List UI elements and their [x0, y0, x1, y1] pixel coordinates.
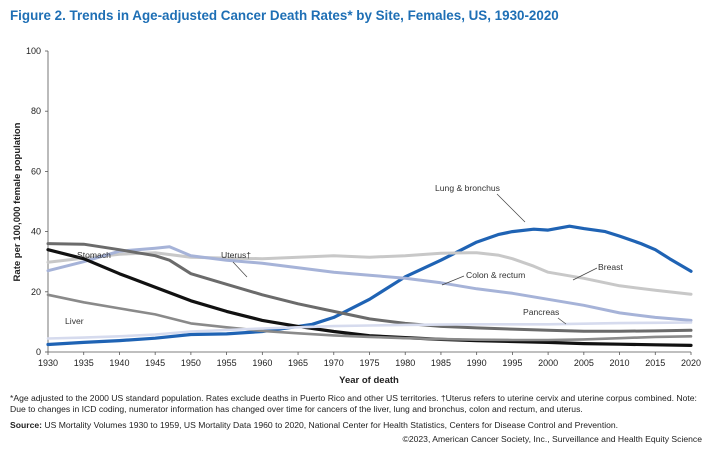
series-label-uterus: Uterus† — [221, 250, 251, 260]
x-axis-title: Year of death — [339, 375, 399, 386]
series-label-pancreas: Pancreas — [523, 307, 559, 317]
x-tick-label: 1960 — [252, 358, 272, 368]
series-label-liver: Liver — [65, 316, 84, 326]
figure-title: Figure 2. Trends in Age-adjusted Cancer … — [10, 8, 559, 23]
series-line-pancreas — [46, 321, 693, 340]
series-line-colon-rectum — [46, 245, 693, 322]
line-chart: 0 20 40 60 80 100 1930 1935 1940 1945 1950 1955 1960… — [12, 46, 701, 386]
x-tick-label: 2010 — [610, 358, 630, 368]
y-tick-label: 80 — [31, 106, 41, 116]
x-tick-label: 1940 — [109, 358, 129, 368]
leader-line-colon-rectum — [441, 275, 465, 286]
x-tick-label: 1945 — [145, 358, 165, 368]
x-tick-label: 2020 — [681, 358, 701, 368]
series-label-breast: Breast — [598, 262, 623, 272]
x-tick-label: 1970 — [324, 358, 344, 368]
x-tick-label: 1985 — [431, 358, 451, 368]
x-tick-label: 1935 — [74, 358, 94, 368]
axes: 0 20 40 60 80 100 1930 1935 1940 1945 1950 1955 1960… — [26, 46, 701, 368]
x-tick-label: 1965 — [288, 358, 308, 368]
y-axis-title: Rate per 100,000 female population — [12, 122, 23, 281]
y-tick-label: 60 — [31, 166, 41, 176]
copyright: ©2023, American Cancer Society, Inc., Su… — [402, 434, 702, 444]
source-text: US Mortality Volumes 1930 to 1959, US Mo… — [44, 420, 619, 430]
plot-lines — [46, 224, 693, 347]
x-tick-label: 2000 — [538, 358, 558, 368]
annotation-layer: Lung & bronchus Breast Colon & rectum Pancr… — [65, 183, 623, 326]
x-tick-label: 1980 — [395, 358, 415, 368]
source-note: Source: US Mortality Volumes 1930 to 195… — [10, 420, 705, 431]
series-line-liver — [46, 293, 693, 342]
series-line-breast — [46, 251, 693, 296]
x-tick-label: 2015 — [645, 358, 665, 368]
source-label: Source: — [10, 420, 42, 430]
leader-line-lung-bronchus — [496, 193, 526, 223]
x-tick-label: 1990 — [467, 358, 487, 368]
series-label-colon-rectum: Colon & rectum — [466, 270, 525, 280]
series-label-lung-bronchus: Lung & bronchus — [435, 183, 500, 193]
x-tick-label: 1995 — [502, 358, 522, 368]
leader-line-pancreas — [557, 317, 567, 325]
x-tick-label: 1975 — [359, 358, 379, 368]
series-label-stomach: Stomach — [77, 250, 111, 260]
x-tick-label: 1955 — [217, 358, 237, 368]
y-tick-label: 20 — [31, 287, 41, 297]
leader-line-uterus — [232, 261, 248, 278]
y-tick-label: 100 — [26, 46, 41, 56]
x-tick-label: 1930 — [38, 358, 58, 368]
x-tick-label: 2005 — [574, 358, 594, 368]
series-line-lung-bronchus — [46, 224, 693, 347]
footnote: *Age adjusted to the 2000 US standard po… — [10, 393, 697, 414]
series-line-uterus — [46, 242, 693, 333]
y-tick-label: 40 — [31, 227, 41, 237]
y-tick-label: 0 — [36, 347, 41, 357]
leader-line-breast — [572, 267, 598, 281]
x-tick-label: 1950 — [181, 358, 201, 368]
